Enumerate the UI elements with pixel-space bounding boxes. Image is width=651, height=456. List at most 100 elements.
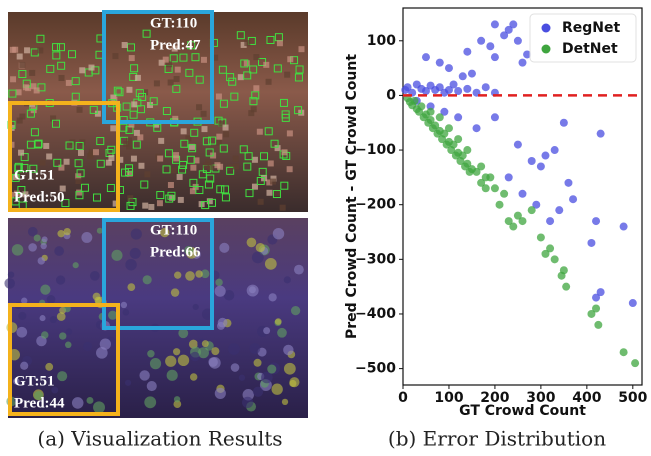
head-blob (212, 54, 219, 61)
detection-box (162, 165, 171, 174)
density-blob (197, 347, 209, 359)
detection-box (195, 75, 204, 84)
head-blob (19, 113, 26, 120)
point (504, 173, 513, 182)
detection-box (264, 127, 273, 136)
density-blob (120, 301, 128, 309)
point (527, 206, 536, 215)
head-blob (157, 155, 164, 162)
point (477, 178, 486, 187)
head-blob (92, 149, 99, 156)
detection-box (51, 119, 60, 128)
detection-box (198, 170, 207, 179)
detection-box (270, 139, 279, 148)
head-blob (193, 157, 200, 164)
head-blob (173, 155, 180, 162)
detection-box (18, 70, 27, 79)
head-blob (266, 179, 273, 186)
density-blob (86, 396, 94, 404)
detection-box (167, 191, 176, 200)
head-blob (128, 55, 135, 62)
density-blob (208, 357, 218, 367)
detection-box (208, 136, 217, 145)
head-blob (142, 89, 149, 96)
detection-box (172, 84, 181, 93)
density-blob (252, 386, 264, 397)
density-blob (283, 276, 291, 284)
density-blob (41, 331, 49, 339)
density-blob (246, 237, 257, 248)
point (587, 309, 596, 318)
density-blob (173, 396, 181, 403)
detection-box (52, 43, 61, 52)
point (628, 299, 637, 308)
detection-box (29, 164, 38, 173)
point (536, 162, 545, 171)
point (619, 348, 628, 357)
density-blob (189, 373, 198, 381)
head-blob (185, 135, 192, 142)
head-blob (232, 163, 239, 170)
head-blob (15, 89, 22, 96)
point (504, 25, 513, 34)
head-blob (218, 120, 225, 127)
head-blob (112, 200, 119, 207)
detection-box (228, 77, 237, 86)
density-blob (94, 296, 102, 304)
detection-box (75, 191, 84, 200)
head-blob (75, 178, 82, 185)
point (518, 217, 527, 226)
head-blob (10, 76, 17, 83)
point (513, 211, 522, 220)
head-blob (173, 76, 180, 83)
density-blob (166, 369, 178, 381)
point (592, 293, 601, 302)
density-blob (54, 246, 65, 256)
detection-box (185, 68, 194, 77)
detection-box (130, 64, 139, 73)
density-blob (228, 343, 240, 355)
head-blob (190, 164, 197, 171)
detection-box (244, 152, 253, 161)
head-blob (215, 139, 222, 146)
density-blob (149, 358, 162, 370)
detection-box (243, 71, 252, 80)
point (631, 359, 640, 368)
detection-box (61, 199, 70, 208)
y-tick-label: −400 (355, 306, 396, 322)
detection-box (260, 152, 269, 161)
density-blob (211, 347, 220, 356)
density-blob (160, 227, 170, 238)
density-blob (188, 339, 199, 349)
detection-box (14, 162, 23, 171)
point (486, 173, 495, 182)
point (569, 195, 578, 204)
head-blob (131, 101, 138, 108)
legend-label: RegNet (562, 20, 621, 36)
density-blob (122, 309, 130, 316)
density-blob (65, 328, 73, 335)
head-blob (156, 200, 163, 207)
detection-box (249, 97, 258, 106)
density-blob (89, 270, 100, 281)
point (562, 282, 571, 291)
head-blob (37, 47, 44, 54)
density-blob (283, 344, 294, 356)
pred-label: Pred:44 (14, 395, 65, 411)
head-blob (108, 154, 115, 161)
density-blob (283, 362, 296, 375)
point (541, 249, 550, 258)
head-blob (22, 84, 29, 91)
density-blob (271, 383, 283, 395)
density-blob (63, 227, 71, 236)
head-blob (223, 131, 230, 138)
detection-box (243, 162, 252, 171)
head-blob (58, 74, 65, 81)
density-blob (57, 229, 65, 238)
head-blob (253, 54, 260, 61)
density-blob (274, 318, 282, 325)
density-blob (253, 358, 262, 367)
gt-label: GT:51 (14, 373, 55, 389)
detection-box (8, 89, 17, 98)
